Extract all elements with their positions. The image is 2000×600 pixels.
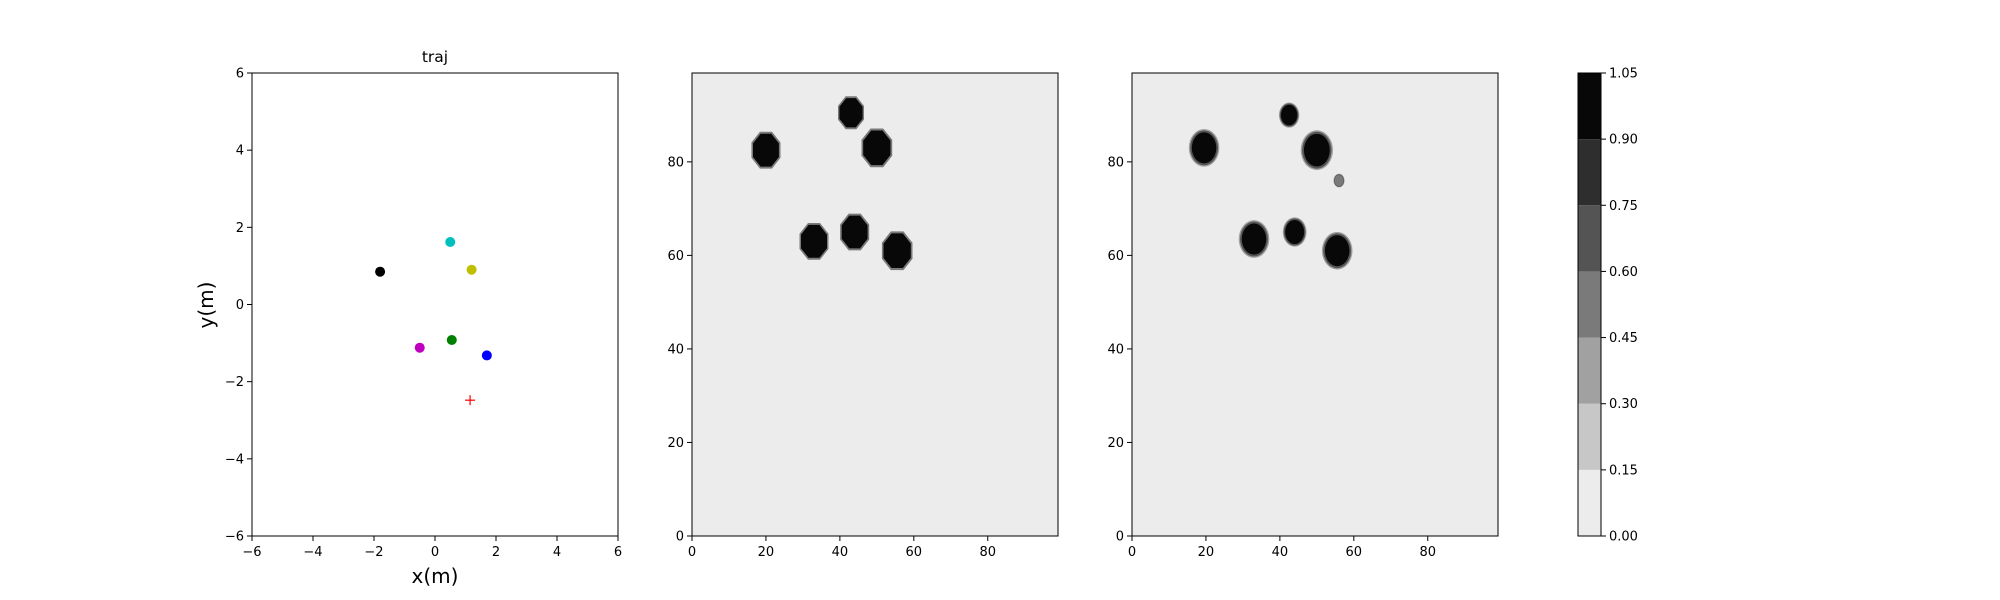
colorbar-tick-label: 0.15: [1609, 463, 1638, 478]
traj-scatter-panel: traj −6 −4 −2 0 2 4 6 −6 −4 −2 0 2 4 6 x(m) y(m): [194, 48, 622, 588]
map1-x-ticks: 0 20 40 60 80: [688, 536, 996, 560]
colorbar-tick-label: 1.05: [1609, 67, 1638, 82]
colorbar-tick-label: 0.30: [1609, 397, 1638, 412]
map2-x-ticks: 0 20 40 60 80: [1128, 536, 1436, 560]
agent-point: [375, 266, 386, 277]
map2-axes-frame: [1131, 72, 1499, 537]
x-tick-label: 20: [758, 545, 775, 560]
colorbar-tick-label: 0.00: [1609, 530, 1638, 545]
colorbar-frame: [1577, 72, 1602, 537]
x-tick-label: 80: [979, 545, 996, 560]
agent-point: [414, 342, 425, 353]
obstacle-blob: [1238, 220, 1270, 258]
traj-x-ticks: −6 −4 −2 0 2 4 6: [242, 536, 622, 560]
colorbar-band: [1578, 469, 1601, 536]
y-tick-label: 4: [236, 144, 244, 159]
obstacle-blob: [1188, 128, 1220, 167]
map2-y-ticks: 0 20 40 60 80: [1107, 155, 1132, 545]
target-plus-marker: [465, 395, 476, 406]
agent-point: [445, 236, 456, 247]
colorbar-bands: [1578, 73, 1601, 536]
colorbar-tick-label: 0.90: [1609, 133, 1638, 148]
y-tick-label: 0: [1116, 530, 1124, 545]
obstacle-blob: [1333, 173, 1345, 188]
x-tick-label: −6: [242, 545, 261, 560]
colorbar: 0.00 0.15 0.30 0.45 0.60 0.75 0.90 1.05: [1577, 67, 1638, 545]
map-heatmap-panel-1: 0 20 40 60 80 0 20 40 60 80: [667, 72, 1059, 560]
y-tick-label: 20: [1107, 436, 1124, 451]
y-tick-label: −6: [225, 530, 244, 545]
traj-points: [375, 236, 492, 406]
x-tick-label: 4: [553, 545, 561, 560]
map1-axes-frame: [691, 72, 1059, 537]
y-tick-label: 60: [1107, 249, 1124, 264]
obstacle-blob: [751, 131, 781, 169]
x-tick-label: 0: [688, 545, 696, 560]
y-tick-label: 60: [667, 249, 684, 264]
x-tick-label: 20: [1198, 545, 1215, 560]
colorbar-band: [1578, 139, 1601, 206]
agent-point: [446, 334, 457, 345]
y-tick-label: 2: [236, 221, 244, 236]
agent-point: [481, 350, 492, 361]
y-tick-label: 6: [236, 67, 244, 82]
x-tick-label: 80: [1419, 545, 1436, 560]
y-tick-label: −4: [225, 452, 244, 467]
colorbar-band: [1578, 205, 1601, 272]
y-tick-label: 0: [676, 530, 684, 545]
x-tick-label: 2: [492, 545, 500, 560]
traj-y-axis-label: y(m): [194, 282, 218, 329]
traj-y-ticks: −6 −4 −2 0 2 4 6: [225, 67, 252, 545]
map1-blobs: [751, 96, 913, 271]
x-tick-label: 40: [832, 545, 849, 560]
x-tick-label: 0: [431, 545, 439, 560]
map1-y-ticks: 0 20 40 60 80: [667, 155, 692, 545]
obstacle-blob: [799, 223, 829, 260]
y-tick-label: 80: [667, 155, 684, 170]
x-tick-label: 40: [1272, 545, 1289, 560]
x-tick-label: 60: [1346, 545, 1363, 560]
traj-title: traj: [422, 48, 448, 66]
traj-plot-area: [252, 73, 618, 536]
colorbar-band: [1578, 337, 1601, 404]
map-heatmap-panel-2: 0 20 40 60 80 0 20 40 60 80: [1107, 72, 1499, 560]
x-tick-label: 6: [614, 545, 622, 560]
colorbar-tick-label: 0.45: [1609, 331, 1638, 346]
x-tick-label: 0: [1128, 545, 1136, 560]
y-tick-label: 80: [1107, 155, 1124, 170]
y-tick-label: 40: [1107, 342, 1124, 357]
obstacle-blob: [1282, 217, 1307, 247]
y-tick-label: 40: [667, 342, 684, 357]
colorbar-tick-label: 0.75: [1609, 199, 1638, 214]
colorbar-band: [1578, 73, 1601, 140]
x-tick-label: 60: [906, 545, 923, 560]
traj-x-axis-label: x(m): [412, 564, 459, 588]
agent-point: [466, 264, 477, 275]
obstacle-blob: [861, 128, 893, 168]
y-tick-label: 0: [236, 298, 244, 313]
y-tick-label: 20: [667, 436, 684, 451]
obstacle-blob: [1278, 102, 1300, 128]
obstacle-blob: [1321, 231, 1353, 270]
obstacle-blob: [840, 213, 870, 251]
colorbar-band: [1578, 403, 1601, 470]
map2-blobs: [1188, 102, 1353, 270]
obstacle-blob: [838, 96, 864, 130]
obstacle-blob: [1300, 130, 1334, 171]
colorbar-band: [1578, 271, 1601, 338]
y-tick-label: −2: [225, 375, 244, 390]
x-tick-label: −4: [303, 545, 322, 560]
colorbar-tick-label: 0.60: [1609, 265, 1638, 280]
obstacle-blob: [881, 231, 913, 271]
colorbar-ticks: 0.00 0.15 0.30 0.45 0.60 0.75 0.90 1.05: [1601, 67, 1638, 545]
x-tick-label: −2: [364, 545, 383, 560]
